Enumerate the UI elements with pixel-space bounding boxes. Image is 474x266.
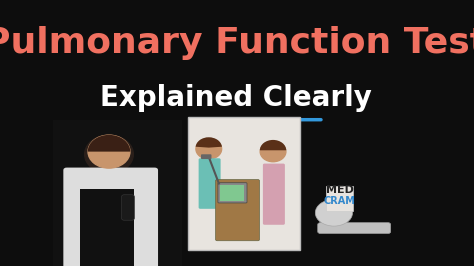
FancyBboxPatch shape	[199, 158, 220, 209]
FancyBboxPatch shape	[327, 186, 353, 211]
Text: Pulmonary Function Test: Pulmonary Function Test	[0, 26, 474, 60]
Circle shape	[88, 135, 130, 168]
FancyBboxPatch shape	[64, 168, 158, 266]
FancyBboxPatch shape	[121, 195, 134, 220]
FancyBboxPatch shape	[263, 164, 285, 225]
FancyBboxPatch shape	[218, 183, 247, 203]
FancyBboxPatch shape	[318, 223, 391, 234]
Circle shape	[196, 139, 222, 159]
FancyBboxPatch shape	[189, 117, 300, 250]
Circle shape	[260, 142, 286, 162]
Wedge shape	[260, 140, 286, 150]
Text: Explained Clearly: Explained Clearly	[100, 84, 372, 113]
Text: MED: MED	[326, 185, 354, 195]
Ellipse shape	[315, 200, 353, 226]
FancyBboxPatch shape	[201, 154, 211, 159]
FancyBboxPatch shape	[216, 180, 259, 241]
FancyBboxPatch shape	[80, 189, 134, 266]
FancyBboxPatch shape	[220, 185, 244, 201]
Circle shape	[85, 135, 133, 173]
Text: CRAM: CRAM	[324, 196, 356, 206]
Wedge shape	[88, 135, 130, 152]
Wedge shape	[196, 137, 222, 148]
FancyBboxPatch shape	[53, 120, 182, 266]
